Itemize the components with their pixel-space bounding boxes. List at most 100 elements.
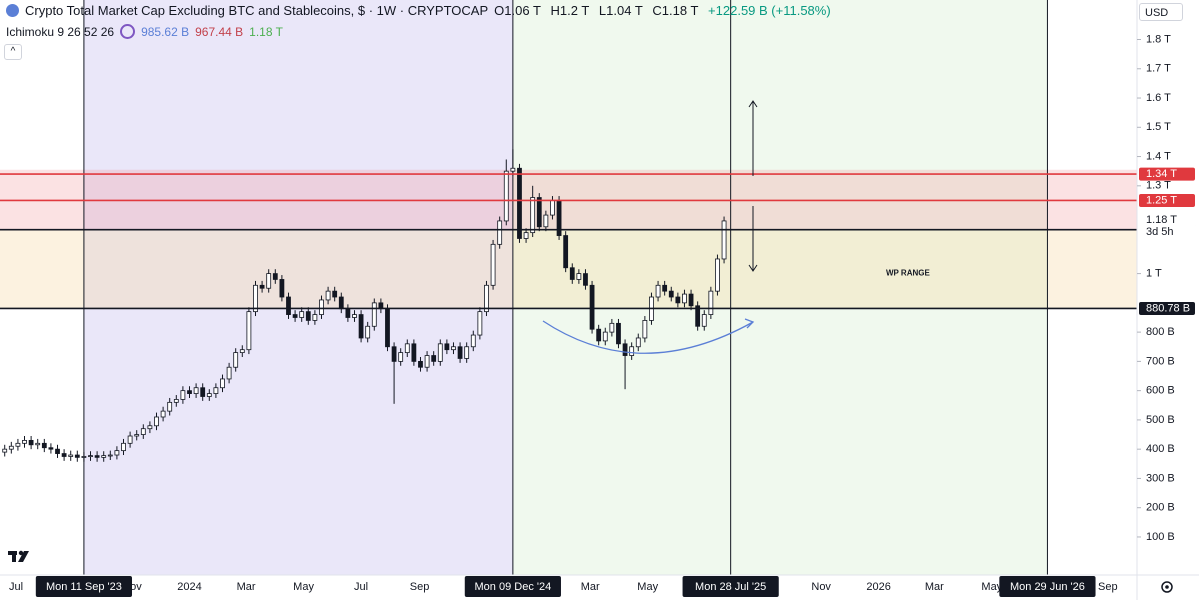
candle-body — [200, 387, 206, 397]
candle-body — [576, 273, 582, 280]
y-tick-label: 800 B — [1146, 326, 1175, 338]
candle-body — [662, 284, 668, 292]
background-layer — [0, 0, 1137, 575]
candle-body — [101, 455, 107, 458]
candle-body — [451, 346, 456, 351]
candle-body — [180, 390, 186, 400]
candle-body — [239, 349, 245, 354]
period-shade — [83, 0, 513, 575]
y-tick-label: 1.7 T — [1146, 63, 1171, 75]
candle-body — [246, 311, 252, 351]
y-tick-label: 1 T — [1146, 268, 1162, 280]
candle-body — [15, 442, 21, 447]
candle-body — [563, 235, 569, 269]
x-tick-label: Mar — [925, 581, 944, 593]
candle-body — [497, 220, 503, 245]
x-tick-label: May — [981, 581, 1002, 593]
candle-body — [160, 410, 166, 418]
marks-layer: WP RANGE — [0, 149, 1137, 462]
candle-body — [68, 454, 74, 457]
candle-body — [147, 425, 153, 430]
candle-body — [550, 200, 555, 216]
candle-body — [127, 435, 133, 444]
candle-body — [61, 453, 67, 457]
arrow-head — [744, 318, 755, 329]
candle-body — [523, 232, 529, 239]
arrow-head — [748, 264, 758, 272]
level-label: 880.78 B — [1146, 302, 1190, 314]
candle-body — [391, 346, 397, 362]
indicator-name[interactable]: Ichimoku 9 26 52 26 — [6, 24, 115, 39]
ohlc-value: 1.04 T — [606, 3, 643, 18]
candle-body — [675, 296, 681, 304]
candle-body — [8, 445, 14, 450]
logo-part — [18, 550, 24, 556]
level-label-bg — [1139, 301, 1195, 315]
collapse-button[interactable]: ^ — [4, 44, 22, 60]
tv-logo — [8, 550, 29, 562]
candle-body — [167, 401, 173, 412]
level-label: 1.25 T — [1146, 194, 1177, 206]
candle-body — [470, 334, 476, 348]
header: Crypto Total Market Cap Excluding BTC an… — [6, 3, 831, 18]
x-tick-label: Sep — [1098, 581, 1118, 593]
candle-body — [140, 428, 146, 435]
candle-body — [325, 290, 331, 301]
candle-body — [457, 346, 463, 359]
y-tick-label: 1.3 T — [1146, 180, 1171, 192]
time-marker-bg — [35, 576, 133, 597]
indicator-icon[interactable] — [120, 24, 136, 39]
candle-body — [220, 378, 225, 389]
candle-body — [668, 290, 674, 298]
candle-body — [88, 455, 93, 458]
candle-body — [365, 325, 371, 339]
candle-body — [352, 314, 357, 318]
candle-body — [695, 305, 701, 327]
candle-body — [279, 279, 285, 298]
x-tick-label: Mar — [237, 581, 256, 593]
candle-body — [602, 331, 608, 342]
candle-body — [94, 455, 100, 458]
candle-body — [715, 258, 720, 292]
candle-body — [530, 197, 536, 234]
candle-body — [213, 387, 219, 394]
candle-body — [259, 284, 265, 289]
candle-body — [305, 311, 311, 321]
x-tick-label: May — [637, 581, 658, 593]
currency-button[interactable]: USD — [1139, 3, 1183, 21]
y-tick-label: 300 B — [1146, 472, 1175, 484]
y-tick-label: 400 B — [1146, 443, 1175, 455]
candle-body — [701, 314, 707, 327]
level-label-bg — [1139, 167, 1195, 181]
ohlc-value: 1.2 T — [559, 3, 590, 18]
candle-body — [107, 454, 113, 457]
settings-icon[interactable] — [1161, 581, 1173, 593]
candle-body — [490, 243, 496, 286]
symbol-logo — [6, 4, 19, 17]
y-tick-label: 1.8 T — [1146, 33, 1171, 45]
settings-icon-core — [1165, 585, 1169, 589]
candle-body — [464, 346, 470, 359]
candle-body — [286, 296, 291, 315]
candle-body — [629, 346, 635, 356]
x-tick-label: Mar — [581, 581, 600, 593]
period-shade — [512, 0, 1048, 575]
x-tick-label: Jul — [9, 581, 23, 593]
ohlc-key: O — [494, 3, 505, 18]
x-tick-label: May — [293, 581, 314, 593]
candle-body — [358, 314, 364, 339]
candle-body — [312, 314, 318, 321]
ohlc: O1.06 T H1.2 T L1.04 T C1.18 T +122.59 B… — [494, 3, 831, 18]
candle-body — [510, 167, 516, 172]
candle-body — [48, 447, 54, 450]
candle-body — [708, 290, 714, 315]
indicator-value: 1.18 T — [249, 24, 283, 39]
arrow-head — [748, 100, 758, 108]
candle-body — [411, 343, 417, 362]
candle-body — [266, 273, 272, 289]
candle-body — [536, 197, 542, 228]
candle-body — [134, 434, 140, 437]
candle-body — [398, 352, 404, 362]
